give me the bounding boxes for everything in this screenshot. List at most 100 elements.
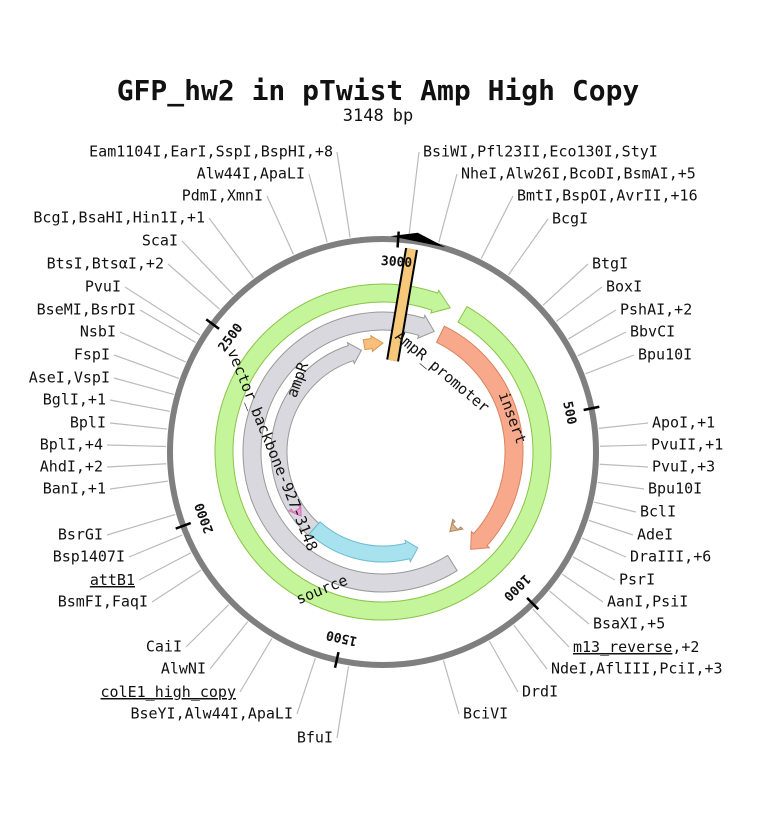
enzyme-label: Eam1104I,EarI,SspI,BspHI,+8 bbox=[89, 143, 333, 161]
leader-line bbox=[109, 399, 170, 412]
enzyme-label: BtsI,BtsαI,+2 bbox=[47, 255, 164, 273]
leader-line bbox=[266, 195, 294, 255]
leader-line bbox=[151, 569, 202, 603]
leader-line bbox=[185, 604, 230, 648]
enzyme-label: BtgI bbox=[592, 255, 628, 273]
tick-mark bbox=[333, 651, 340, 669]
enzyme-label: NheI,Alw26I,BcoDI,BsmAI,+5 bbox=[461, 165, 696, 183]
tick-label: 1500 bbox=[325, 627, 359, 648]
enzyme-label: BanI,+1 bbox=[43, 480, 106, 498]
leader-line bbox=[532, 608, 570, 648]
leader-line bbox=[209, 621, 249, 670]
promoter-feature bbox=[362, 334, 384, 353]
enzyme-label: BseYI,Alw44I,ApaLI bbox=[130, 705, 293, 723]
leader-line bbox=[167, 263, 221, 310]
backbone-circle bbox=[167, 236, 599, 668]
enzyme-label: ScaI bbox=[142, 232, 178, 250]
leader-line bbox=[549, 590, 590, 625]
brown-feature bbox=[449, 518, 464, 533]
source-feature bbox=[214, 283, 552, 621]
enzyme-label: Bpu10I bbox=[648, 480, 702, 498]
leader-line bbox=[507, 218, 549, 276]
leader-line bbox=[128, 534, 183, 558]
leader-line bbox=[139, 309, 196, 344]
leader-line bbox=[577, 331, 627, 357]
enzyme-label: BcgI,BsaHI,Hin1I,+1 bbox=[33, 209, 205, 227]
leader-line bbox=[106, 463, 167, 468]
enzyme-label: BciVI bbox=[463, 705, 508, 723]
enzyme-label: BseMI,BsrDI bbox=[37, 301, 136, 319]
enzyme-label: BmtI,BspOI,AvrII,+16 bbox=[517, 187, 698, 205]
tick-label: 2000 bbox=[192, 500, 217, 535]
enzyme-label: AlwNI bbox=[161, 660, 206, 678]
tick-mark bbox=[583, 405, 600, 412]
enzyme-label: BcgI bbox=[552, 210, 588, 228]
enzyme-label: ApoI,+1 bbox=[652, 414, 715, 432]
title: GFP_hw2 in pTwist Amp High Copy bbox=[117, 74, 640, 107]
enzyme-label: Bsp1407I bbox=[53, 548, 125, 566]
leader-line bbox=[296, 657, 316, 715]
leader-line bbox=[113, 354, 180, 379]
enzyme-label: BbvCI bbox=[630, 323, 675, 341]
leader-line bbox=[138, 552, 192, 581]
enzyme-label: FspI bbox=[74, 346, 110, 364]
feature-site-label: m13_reverse,+2 bbox=[573, 638, 699, 656]
site-beam bbox=[388, 248, 416, 362]
leader-line bbox=[113, 377, 174, 396]
tick-mark bbox=[205, 318, 220, 330]
enzyme-label: BoxI bbox=[606, 278, 642, 296]
enzyme-label: DrdI bbox=[522, 683, 558, 701]
enzyme-label: BsaXI,+5 bbox=[593, 615, 665, 633]
leader-line bbox=[181, 240, 234, 296]
leader-line bbox=[572, 556, 616, 581]
leader-line bbox=[308, 173, 328, 243]
ampr-feature bbox=[270, 341, 363, 536]
length-unit: bp bbox=[393, 106, 413, 126]
tick-label: 500 bbox=[559, 400, 579, 426]
enzyme-label: PshAI,+2 bbox=[620, 301, 692, 319]
enzyme-label: DraIII,+6 bbox=[630, 548, 711, 566]
enzyme-label: Alw44I,ApaLI bbox=[197, 165, 305, 183]
leader-line bbox=[555, 286, 603, 322]
leader-line bbox=[597, 481, 645, 490]
leader-line bbox=[561, 573, 604, 603]
tick-label: 3000 bbox=[380, 254, 412, 271]
tick-mark bbox=[396, 231, 400, 248]
leader-line bbox=[109, 422, 168, 430]
enzyme-label: CaiI bbox=[146, 638, 182, 656]
enzyme-label: AanI,PsiI bbox=[607, 593, 688, 611]
leader-line bbox=[208, 217, 254, 279]
leader-line bbox=[442, 660, 460, 715]
site-arrow bbox=[390, 232, 446, 248]
pink-feature bbox=[287, 502, 302, 517]
leader-line bbox=[567, 309, 617, 340]
enzyme-label: PvuI bbox=[85, 278, 121, 296]
enzyme-label: AhdI,+2 bbox=[40, 458, 103, 476]
underlined-name: colE1_high_copy bbox=[101, 683, 236, 701]
label-suffix: ,+2 bbox=[672, 638, 699, 656]
enzyme-label: BsiWI,Pfl23II,Eco130I,StyI bbox=[423, 143, 658, 161]
tick-mark bbox=[175, 521, 192, 530]
enzyme-label: AseI,VspI bbox=[29, 369, 110, 387]
tick-mark bbox=[526, 596, 540, 611]
leader-line bbox=[438, 173, 458, 243]
underlined-name: attB1 bbox=[90, 571, 135, 589]
feature-site-label: attB1 bbox=[90, 571, 135, 589]
enzyme-label: PdmI,XmnI bbox=[182, 187, 263, 205]
leader-line bbox=[542, 263, 589, 306]
leader-line bbox=[239, 638, 273, 693]
underlined-name: m13_reverse bbox=[573, 638, 672, 656]
leader-line bbox=[513, 624, 548, 670]
enzyme-label: BplI bbox=[70, 414, 106, 432]
cyan-feature bbox=[308, 521, 419, 564]
enzyme-label: BglI,+1 bbox=[43, 391, 106, 409]
leader-line bbox=[588, 519, 634, 536]
leader-line bbox=[585, 354, 635, 375]
leader-line bbox=[594, 501, 637, 513]
leader-line bbox=[488, 640, 519, 693]
leader-line bbox=[106, 444, 167, 448]
enzyme-label: Bpu10I bbox=[638, 346, 692, 364]
enzyme-label: BclI bbox=[640, 503, 676, 521]
enzyme-label: NsbI bbox=[80, 323, 116, 341]
